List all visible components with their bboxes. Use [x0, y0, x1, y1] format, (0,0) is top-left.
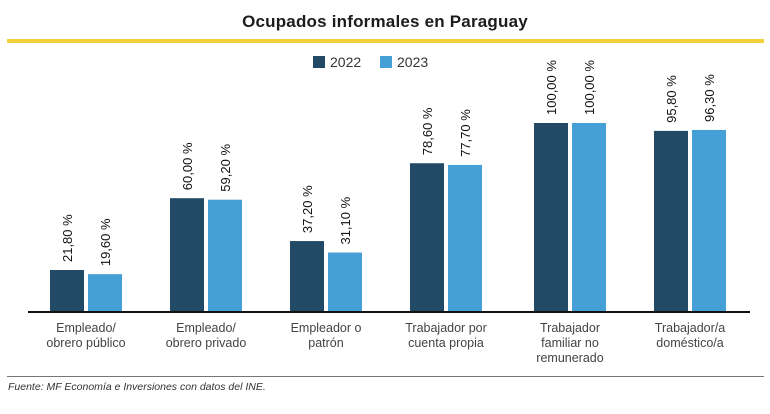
bar-2022: [654, 130, 688, 311]
bar-2022: [170, 198, 204, 311]
title-underline: [7, 39, 764, 43]
category-label: Empleado/: [56, 321, 116, 335]
category-label: cuenta propia: [408, 336, 484, 350]
category-label: Trabajador por: [405, 321, 487, 335]
bar-2023: [692, 129, 726, 311]
data-label: 95,80 %: [664, 75, 679, 123]
bar-2022: [50, 270, 84, 311]
legend-swatch-2022: [313, 56, 325, 68]
category-label: Empleado/: [176, 321, 236, 335]
data-label: 77,70 %: [458, 109, 473, 157]
bar-2023: [328, 252, 362, 311]
data-label: 100,00 %: [582, 60, 597, 115]
data-label: 96,30 %: [702, 74, 717, 122]
data-label: 59,20 %: [218, 144, 233, 192]
bar-2022: [410, 163, 444, 311]
footer-divider: [7, 376, 764, 377]
bar-2023: [208, 199, 242, 311]
bar-2022: [290, 241, 324, 311]
category-label: obrero público: [46, 336, 125, 350]
bar-2023: [572, 123, 606, 311]
data-label: 37,20 %: [300, 185, 315, 233]
category-label: Trabajador: [540, 321, 600, 335]
data-label: 19,60 %: [98, 218, 113, 266]
legend-label-2022: 2022: [330, 54, 361, 70]
bar-2022: [534, 123, 568, 311]
category-label: remunerado: [536, 351, 603, 365]
category-label: Trabajador/a: [655, 321, 725, 335]
bar-2023: [448, 164, 482, 311]
source-note: Fuente: MF Economía e Inversiones con da…: [8, 381, 266, 393]
category-label: obrero privado: [166, 336, 247, 350]
chart-title: Ocupados informales en Paraguay: [242, 12, 528, 31]
data-label: 60,00 %: [180, 142, 195, 190]
legend-label-2023: 2023: [397, 54, 428, 70]
data-label: 78,60 %: [420, 107, 435, 155]
category-label: doméstico/a: [656, 336, 723, 350]
data-label: 100,00 %: [544, 60, 559, 115]
data-label: 31,10 %: [338, 196, 353, 244]
category-label: familiar no: [541, 336, 599, 350]
legend-swatch-2023: [380, 56, 392, 68]
category-label: Empleador o: [291, 321, 362, 335]
bar-2023: [88, 274, 122, 311]
category-label: patrón: [308, 336, 343, 350]
data-label: 21,80 %: [60, 214, 75, 262]
